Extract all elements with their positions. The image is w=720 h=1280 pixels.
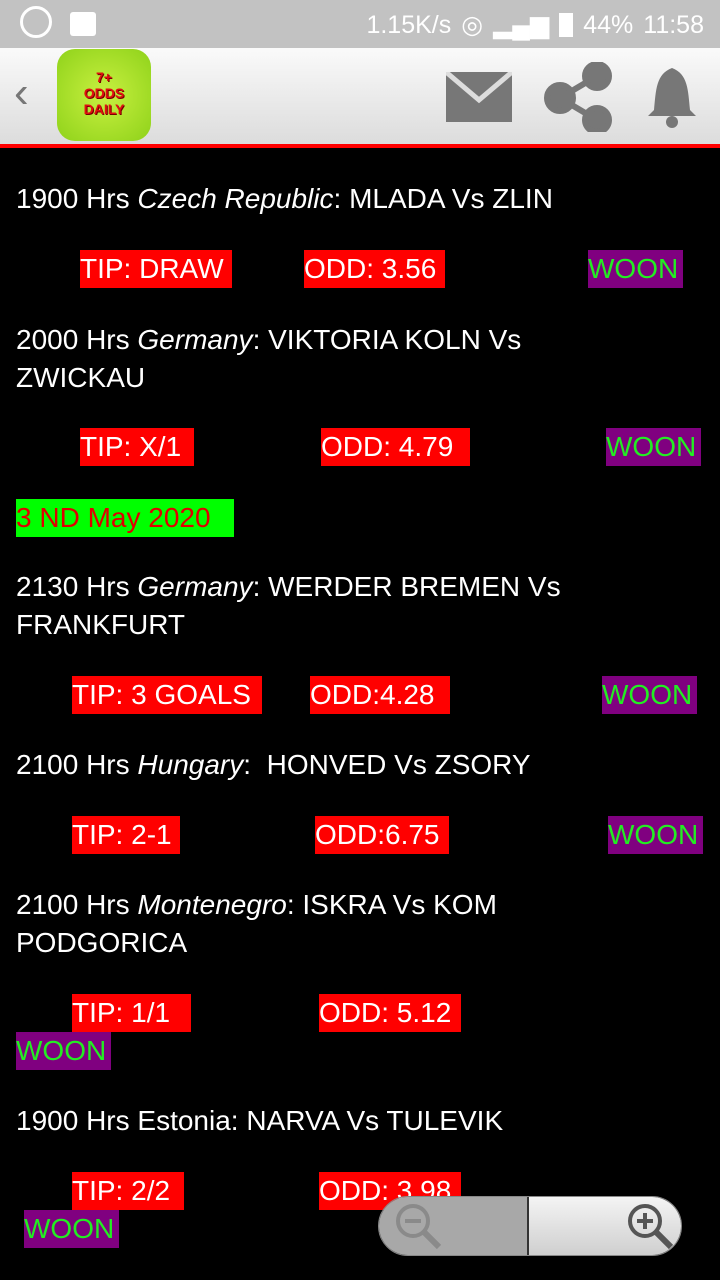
zoom-in-icon	[628, 1204, 674, 1250]
match-title: 1900 Hrs Estonia: NARVA Vs TULEVIK	[16, 1105, 504, 1136]
match-title: 2100 Hrs Montenegro: ISKRA Vs KOM	[16, 889, 497, 920]
app-notification-icon	[20, 6, 52, 38]
match-title-cont: PODGORICA	[16, 927, 188, 958]
back-button[interactable]: ‹	[14, 68, 29, 117]
result-badge: WOON	[606, 428, 701, 466]
zoom-out-icon	[396, 1204, 442, 1250]
match-title: 1900 Hrs Czech Republic: MLADA Vs ZLIN	[16, 183, 553, 214]
tip-badge: TIP: 2/2	[72, 1172, 184, 1210]
share-icon[interactable]	[542, 62, 612, 132]
status-bar: 1.15K/s ◎ ▂▄▆ 44% 11:58	[0, 0, 720, 48]
match-title-cont: FRANKFURT	[16, 609, 186, 640]
date-header: 3 ND May 2020	[16, 499, 234, 537]
odd-badge: ODD:6.75	[315, 816, 449, 854]
odd-badge: ODD: 4.79	[321, 428, 470, 466]
divider	[0, 144, 720, 148]
zoom-in-button[interactable]	[529, 1197, 681, 1255]
battery-icon	[559, 13, 574, 37]
tip-badge: TIP: X/1	[80, 428, 194, 466]
result-badge: WOON	[16, 1032, 111, 1070]
battery-level: 44%	[583, 10, 634, 39]
tip-badge: TIP: 2-1	[72, 816, 180, 854]
notification-bell-icon[interactable]	[644, 64, 700, 130]
match-title-cont: ZWICKAU	[16, 362, 146, 393]
zoom-out-button[interactable]	[379, 1197, 529, 1255]
match-title: 2000 Hrs Germany: VIKTORIA KOLN Vs	[16, 324, 522, 355]
tip-badge: TIP: 1/1	[72, 994, 191, 1032]
result-badge: WOON	[588, 250, 683, 288]
clock: 11:58	[643, 10, 704, 39]
tip-badge: TIP: 3 GOALS	[72, 676, 262, 714]
match-title: 2130 Hrs Germany: WERDER BREMEN Vs	[16, 571, 561, 602]
image-notification-icon	[70, 12, 96, 36]
tip-badge: TIP: DRAW	[80, 250, 232, 288]
network-speed: 1.15K/s	[366, 10, 452, 39]
result-badge: WOON	[608, 816, 703, 854]
signal-icon: ▂▄▆	[493, 11, 550, 39]
match-title: 2100 Hrs Hungary: HONVED Vs ZSORY	[16, 749, 531, 780]
app-logo: 7+ ODDS DAILY	[57, 49, 151, 141]
result-badge: WOON	[24, 1210, 119, 1248]
odd-badge: ODD: 3.56	[304, 250, 445, 288]
mail-icon[interactable]	[444, 70, 514, 122]
zoom-controls	[378, 1196, 682, 1256]
hotspot-icon: ◎	[461, 11, 484, 39]
odd-badge: ODD:4.28	[310, 676, 450, 714]
result-badge: WOON	[602, 676, 697, 714]
odd-badge: ODD: 5.12	[319, 994, 461, 1032]
